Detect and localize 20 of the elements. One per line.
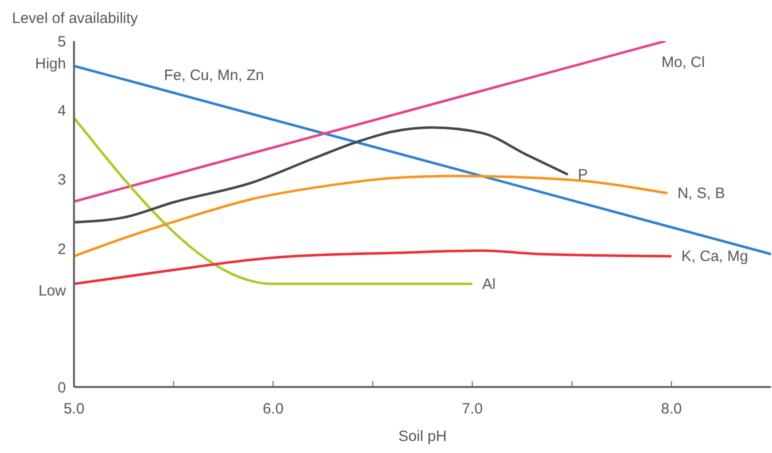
- line-series: [74, 126, 570, 224]
- series-label: P: [578, 166, 588, 184]
- series-label: Al: [482, 276, 496, 293]
- series-label: Mo, Cl: [661, 54, 705, 71]
- x-tick-label: 8.0: [661, 400, 682, 418]
- y-tick-label: High: [35, 55, 66, 72]
- y-tick-label: 5: [58, 33, 66, 50]
- x-tick-label: 6.0: [262, 400, 284, 418]
- series-label: K, Ca, Mg: [681, 248, 748, 266]
- y-tick-label: 4: [58, 102, 66, 120]
- y-tick-label: 2: [58, 240, 66, 258]
- y-axis-title: Level of availability: [12, 10, 138, 27]
- series-label: N, S, B: [677, 185, 725, 202]
- y-tick-label: 3: [58, 172, 66, 189]
- series-label: Fe, Cu, Mn, Zn: [164, 66, 264, 84]
- x-tick-label: 5.0: [64, 400, 84, 418]
- x-axis-title: Soil pH: [398, 428, 447, 445]
- x-tick-label: 7.0: [462, 400, 483, 418]
- y-tick-label: Low: [38, 282, 66, 300]
- y-tick-label: 0: [58, 379, 66, 396]
